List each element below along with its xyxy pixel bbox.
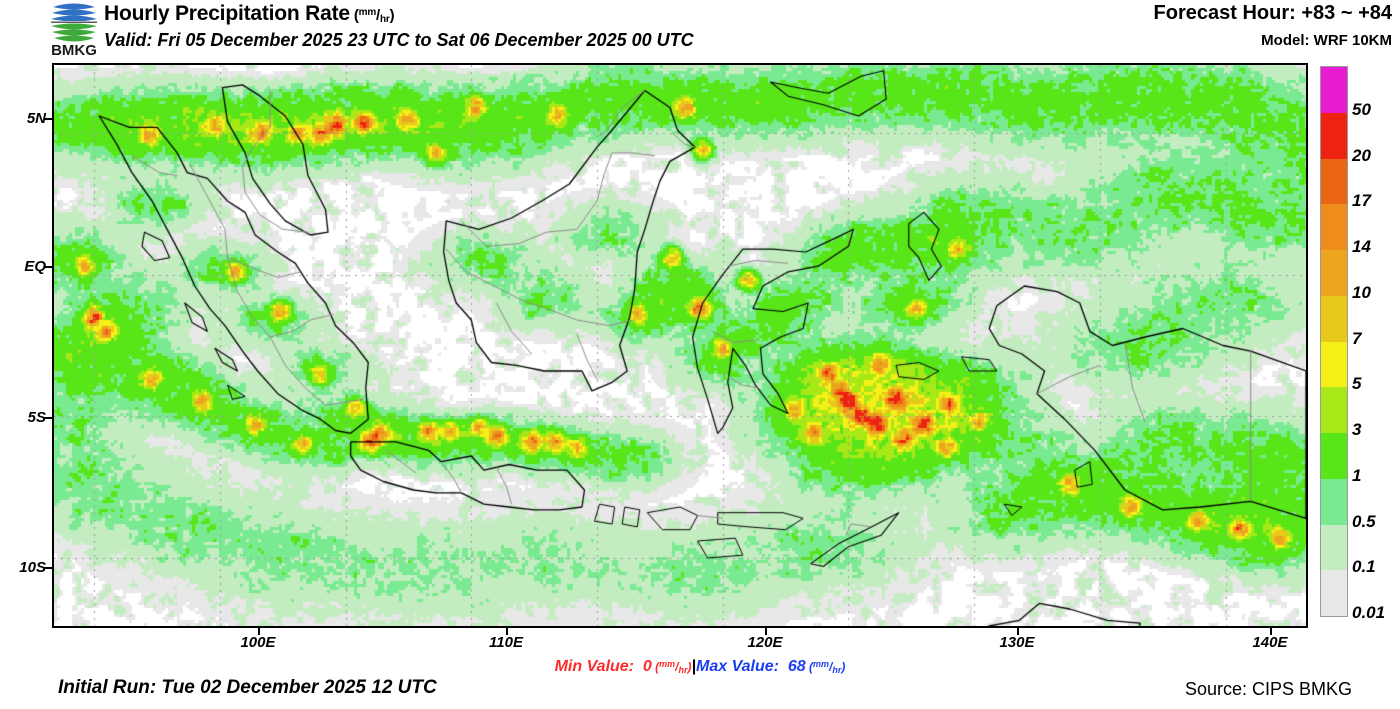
- model-name: Model: WRF 10KM: [1261, 32, 1392, 49]
- title-unit-denominator: hr: [380, 14, 390, 25]
- page-title-text: Hourly Precipitation Rate: [104, 2, 350, 25]
- colorbar-tick-3: 14: [1352, 237, 1371, 256]
- colorbar-tick-10: 0.1: [1352, 557, 1376, 577]
- lat-tick-0: [44, 118, 52, 120]
- colorbar: [1320, 66, 1348, 617]
- valid-period: Valid: Fri 05 December 2025 23 UTC to Sa…: [104, 30, 694, 50]
- lon-tick-4: [1270, 628, 1272, 635]
- colorbar-band-2: [1321, 158, 1347, 205]
- lon-label-2: 120E: [747, 634, 783, 651]
- colorbar-band-9: [1321, 478, 1347, 525]
- minmax-separator: |: [691, 658, 696, 675]
- source-credit: Source: CIPS BMKG: [1184, 679, 1352, 699]
- colorbar-tick-6: 5: [1352, 374, 1362, 394]
- lon-label-1: 110E: [489, 634, 523, 651]
- min-value: 0: [642, 658, 652, 675]
- colorbar-band-3: [1321, 204, 1347, 250]
- lon-tick-3: [1017, 628, 1019, 635]
- title-unit-numerator: mm: [358, 7, 377, 18]
- lat-label-3: 10S: [19, 559, 46, 576]
- colorbar-tick-0: 50: [1352, 99, 1371, 119]
- colorbar-band-7: [1321, 387, 1347, 433]
- bmkg-logo: BMKG: [45, 2, 103, 58]
- colorbar-tick-5: 7: [1352, 328, 1362, 348]
- min-value-unit: (mm/hr): [651, 659, 692, 675]
- colorbar-band-5: [1321, 295, 1347, 342]
- lat-tick-2: [44, 417, 52, 419]
- min-value-label: Min Value:: [554, 658, 635, 675]
- colorbar-band-0: [1321, 67, 1347, 113]
- lon-label-0: 100E: [240, 634, 276, 651]
- colorbar-tick-4: 10: [1352, 282, 1371, 302]
- colorbar-band-10: [1321, 524, 1347, 571]
- title-unit: (mm/hr): [349, 7, 395, 25]
- lat-label-1: EQ: [24, 258, 46, 275]
- lon-label-3: 130E: [999, 634, 1035, 651]
- lat-label-0: 5N: [26, 110, 46, 127]
- forecast-hour: Forecast Hour: +83 ~ +84: [1153, 2, 1392, 24]
- colorbar-tick-2: 17: [1352, 191, 1371, 211]
- colorbar-tick-8: 1: [1352, 465, 1362, 485]
- max-value-label: Max Value:: [696, 658, 779, 675]
- page-header: BMKG Hourly Precipitation Rate (mm/hr) V…: [0, 0, 1400, 58]
- page-title: Hourly Precipitation Rate (mm/hr): [104, 2, 395, 26]
- svg-text:BMKG: BMKG: [51, 42, 97, 58]
- colorbar-tick-1: 20: [1352, 145, 1371, 165]
- precipitation-raster: [54, 65, 1306, 626]
- colorbar-band-6: [1321, 341, 1347, 388]
- lat-tick-1: [44, 266, 52, 268]
- colorbar-tick-7: 3: [1352, 420, 1362, 439]
- colorbar-tick-9: 0.5: [1352, 511, 1376, 531]
- max-value: 68: [787, 658, 806, 675]
- lon-label-4: 140E: [1252, 634, 1288, 651]
- colorbar-band-4: [1321, 250, 1347, 296]
- lat-label-2: 5S: [27, 409, 46, 426]
- initial-run: Initial Run: Tue 02 December 2025 12 UTC: [58, 677, 437, 698]
- minmax-readout: Min Value: 0 (mm/hr)|Max Value: 68 (mm/h…: [0, 658, 1400, 676]
- max-value-unit: (mm/hr): [805, 659, 846, 675]
- colorbar-band-11: [1321, 570, 1347, 616]
- colorbar-tick-11: 0.01: [1352, 603, 1386, 622]
- colorbar-band-1: [1321, 112, 1347, 159]
- lon-tick-2: [765, 628, 767, 635]
- bmkg-logo-icon: BMKG: [51, 2, 97, 58]
- colorbar-band-8: [1321, 433, 1347, 479]
- lat-tick-3: [44, 567, 52, 569]
- lon-tick-0: [258, 628, 260, 635]
- precipitation-map[interactable]: Copyright Sub Bidang Prediksi Cuaca BMKG…: [52, 63, 1308, 628]
- lon-tick-1: [506, 628, 508, 635]
